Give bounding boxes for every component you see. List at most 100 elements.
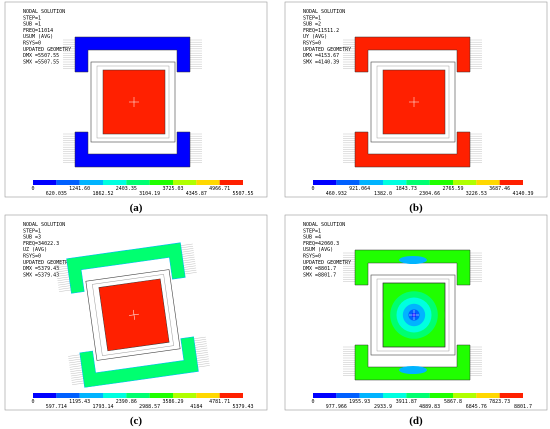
legend-label: 1862.52 <box>92 191 113 197</box>
hatch <box>181 246 194 248</box>
hatch <box>183 265 196 268</box>
header-line: NODAL SOLUTION <box>303 222 345 228</box>
header-line: SMX =8801.7 <box>303 272 336 278</box>
header-line: SUB =4 <box>303 235 321 241</box>
hatch <box>70 372 83 375</box>
hatch <box>197 365 210 368</box>
hatch <box>196 356 209 359</box>
panel-label: (c) <box>130 415 143 427</box>
header-line: DMX =4153.67 <box>303 53 339 59</box>
bottom-bracket <box>74 131 191 168</box>
header-line: FREQ=42060.3 <box>303 241 339 247</box>
header-line: NODAL SOLUTION <box>23 222 65 228</box>
top-bracket <box>354 36 471 73</box>
header-line: RSYS=0 <box>303 254 321 260</box>
legend-label: 3687.46 <box>489 186 510 192</box>
legend-swatch <box>219 393 243 398</box>
legend-label: 2765.59 <box>442 186 463 192</box>
legend-label: 1793.14 <box>92 404 113 410</box>
hatch <box>56 272 69 275</box>
inner-frame <box>92 274 174 356</box>
legend-label: 977.966 <box>326 404 347 410</box>
header-line: DMX =8801.7 <box>303 266 336 272</box>
inner-frame <box>96 65 170 139</box>
hatch <box>184 267 197 270</box>
header-line: STEP=1 <box>303 15 321 21</box>
legend-label: 0 <box>311 399 314 405</box>
legend-swatch <box>453 180 477 185</box>
legend-swatch <box>429 180 453 185</box>
hatch <box>182 254 195 257</box>
hatch <box>55 261 67 264</box>
legend-swatch <box>383 180 407 185</box>
legend-swatch <box>359 180 383 185</box>
legend-swatch <box>79 180 103 185</box>
legend-label: 0 <box>31 399 34 405</box>
hatch <box>70 369 83 372</box>
hatch <box>68 358 81 361</box>
legend-swatch <box>196 180 220 185</box>
legend-label: 3104.19 <box>139 191 160 197</box>
legend-swatch <box>103 180 127 185</box>
hatch <box>57 276 70 279</box>
legend-label: 5507.55 <box>232 191 253 197</box>
hatch <box>55 263 68 266</box>
hatch <box>193 336 206 339</box>
hatch <box>69 367 82 370</box>
bottom-bracket <box>354 131 471 168</box>
header-line: DMX =5379.43 <box>23 266 59 272</box>
legend-label: 4889.83 <box>419 404 440 410</box>
legend-label: 6845.76 <box>466 404 487 410</box>
legend-swatch <box>499 180 523 185</box>
hatch <box>182 256 195 259</box>
hatch <box>197 363 210 366</box>
header-line: UPDATED GEOMETRY <box>303 260 351 266</box>
legend-swatch <box>429 393 453 398</box>
header-line: USUM (AVG) <box>23 34 53 40</box>
legend-swatch <box>359 393 383 398</box>
legend-swatch <box>219 180 243 185</box>
hatch <box>71 378 84 381</box>
hatch <box>183 261 196 264</box>
header-line: UPDATED GEOMETRY <box>23 260 71 266</box>
hatch <box>194 341 207 344</box>
header-line: SUB =3 <box>23 235 41 241</box>
structure <box>343 249 482 381</box>
legend-swatch <box>173 393 197 398</box>
hatch <box>58 283 71 286</box>
structure <box>55 242 210 388</box>
axis-marker <box>129 313 139 316</box>
hatch <box>56 270 69 273</box>
header-line: SUB =1 <box>23 22 41 28</box>
contour-spot <box>399 256 427 264</box>
legend-label: 3586.29 <box>162 399 183 405</box>
header-line: FREQ=11511.2 <box>303 28 339 34</box>
hatch <box>180 243 193 246</box>
header-line: STEP=1 <box>303 228 321 234</box>
legend-swatch <box>149 393 173 398</box>
header-line: SMX =5507.55 <box>23 59 59 65</box>
hatch <box>68 356 81 359</box>
legend-label: 597.714 <box>46 404 67 410</box>
hatch <box>196 358 209 361</box>
header-line: SUB =2 <box>303 22 321 28</box>
legend-swatch <box>33 393 57 398</box>
structure <box>63 36 202 168</box>
hatch <box>195 347 208 350</box>
header-line: STEP=1 <box>23 15 41 21</box>
hatch <box>196 352 208 355</box>
hatch <box>71 380 84 383</box>
hatch <box>194 339 207 342</box>
legend-label: 1241.60 <box>69 186 90 192</box>
hatch <box>182 259 195 262</box>
hatch <box>195 350 208 352</box>
legend-swatch <box>149 180 173 185</box>
legend-label: 3226.53 <box>466 191 487 197</box>
hatch <box>181 248 194 251</box>
hatch <box>57 281 70 284</box>
legend-label: 3911.87 <box>396 399 417 405</box>
bottom-bracket <box>79 336 199 388</box>
header-line: USUM (AVG) <box>303 247 333 253</box>
